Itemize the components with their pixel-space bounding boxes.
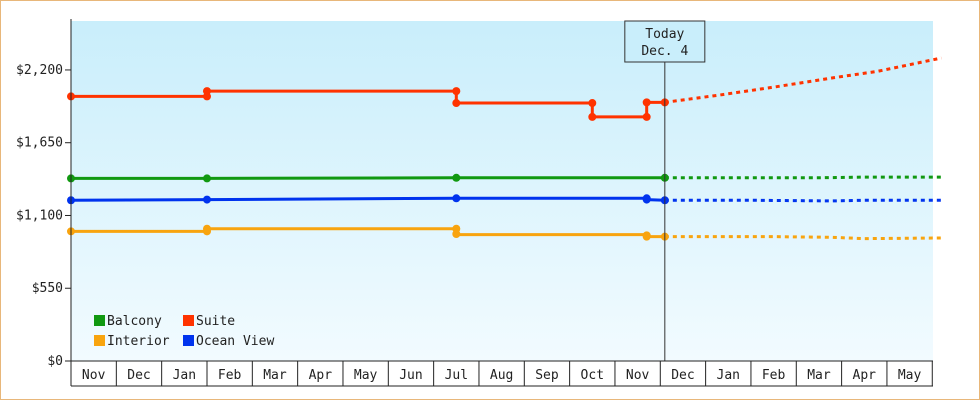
ocean-view-forecast-line	[664, 198, 942, 203]
suite-forecast-line	[664, 56, 942, 104]
balcony-forecast-line	[664, 175, 942, 180]
month-label-17: Apr	[853, 368, 877, 383]
month-label-15: Feb	[762, 368, 786, 383]
y-tick-label-1: $550	[32, 281, 63, 296]
y-tick-label-3: $1,650	[16, 136, 63, 151]
month-label-7: Jun	[399, 368, 422, 383]
balcony-point-2	[452, 173, 461, 182]
y-tick-label-0: $0	[47, 354, 63, 369]
month-label-1: Dec	[127, 368, 150, 383]
legend-swatch-suite	[183, 315, 194, 326]
legend-label-ocean-view: Ocean View	[196, 334, 274, 349]
month-label-2: Jan	[173, 368, 196, 383]
month-label-11: Oct	[581, 368, 604, 383]
month-label-4: Mar	[263, 368, 287, 383]
legend-swatch-balcony	[94, 315, 105, 326]
interior-point-4	[452, 229, 461, 238]
legend-label-suite: Suite	[196, 314, 235, 329]
suite-point-6	[588, 112, 597, 121]
month-label-0: Nov	[82, 368, 106, 383]
month-label-9: Aug	[490, 368, 513, 383]
ocean-view-point-1	[202, 195, 211, 204]
legend-swatch-interior	[94, 335, 105, 346]
month-label-18: May	[898, 368, 922, 383]
series-layer	[67, 56, 942, 241]
suite-point-7	[642, 112, 651, 121]
y-tick-label-4: $2,200	[16, 63, 63, 78]
balcony-history-line	[71, 176, 665, 180]
y-tick-label-2: $1,100	[16, 208, 63, 223]
suite-point-8	[642, 98, 651, 107]
month-label-14: Jan	[717, 368, 740, 383]
suite-point-2	[202, 87, 211, 96]
legend: Balcony Suite Interior Ocean View	[94, 314, 274, 349]
month-label-8: Jul	[445, 368, 468, 383]
today-box	[624, 20, 706, 63]
month-label-16: Mar	[807, 368, 831, 383]
month-label-3: Feb	[218, 368, 242, 383]
legend-label-balcony: Balcony	[107, 314, 162, 329]
month-label-13: Dec	[671, 368, 694, 383]
suite-point-4	[452, 99, 461, 108]
today-marker: Today Dec. 4	[624, 20, 706, 361]
interior-point-2	[202, 224, 211, 233]
suite-point-5	[588, 99, 597, 108]
ocean-view-point-2	[452, 194, 461, 203]
interior-forecast-line	[664, 235, 942, 241]
today-label: Today	[645, 27, 684, 42]
plot-background	[71, 21, 933, 361]
ocean-view-point-4	[642, 195, 651, 204]
legend-swatch-ocean-view	[183, 335, 194, 346]
legend-label-interior: Interior	[107, 334, 170, 349]
balcony-point-1	[202, 174, 211, 183]
axes-layer: $0 $550 $1,100 $1,650 $2,200 Nov Dec Jan Feb Mar A…	[16, 19, 933, 387]
month-label-12: Nov	[626, 368, 650, 383]
interior-point-6	[642, 232, 651, 241]
month-label-5: Apr	[309, 368, 333, 383]
month-label-6: May	[354, 368, 378, 383]
suite-point-3	[452, 87, 461, 96]
month-label-10: Sep	[535, 368, 559, 383]
today-date: Dec. 4	[641, 44, 688, 59]
